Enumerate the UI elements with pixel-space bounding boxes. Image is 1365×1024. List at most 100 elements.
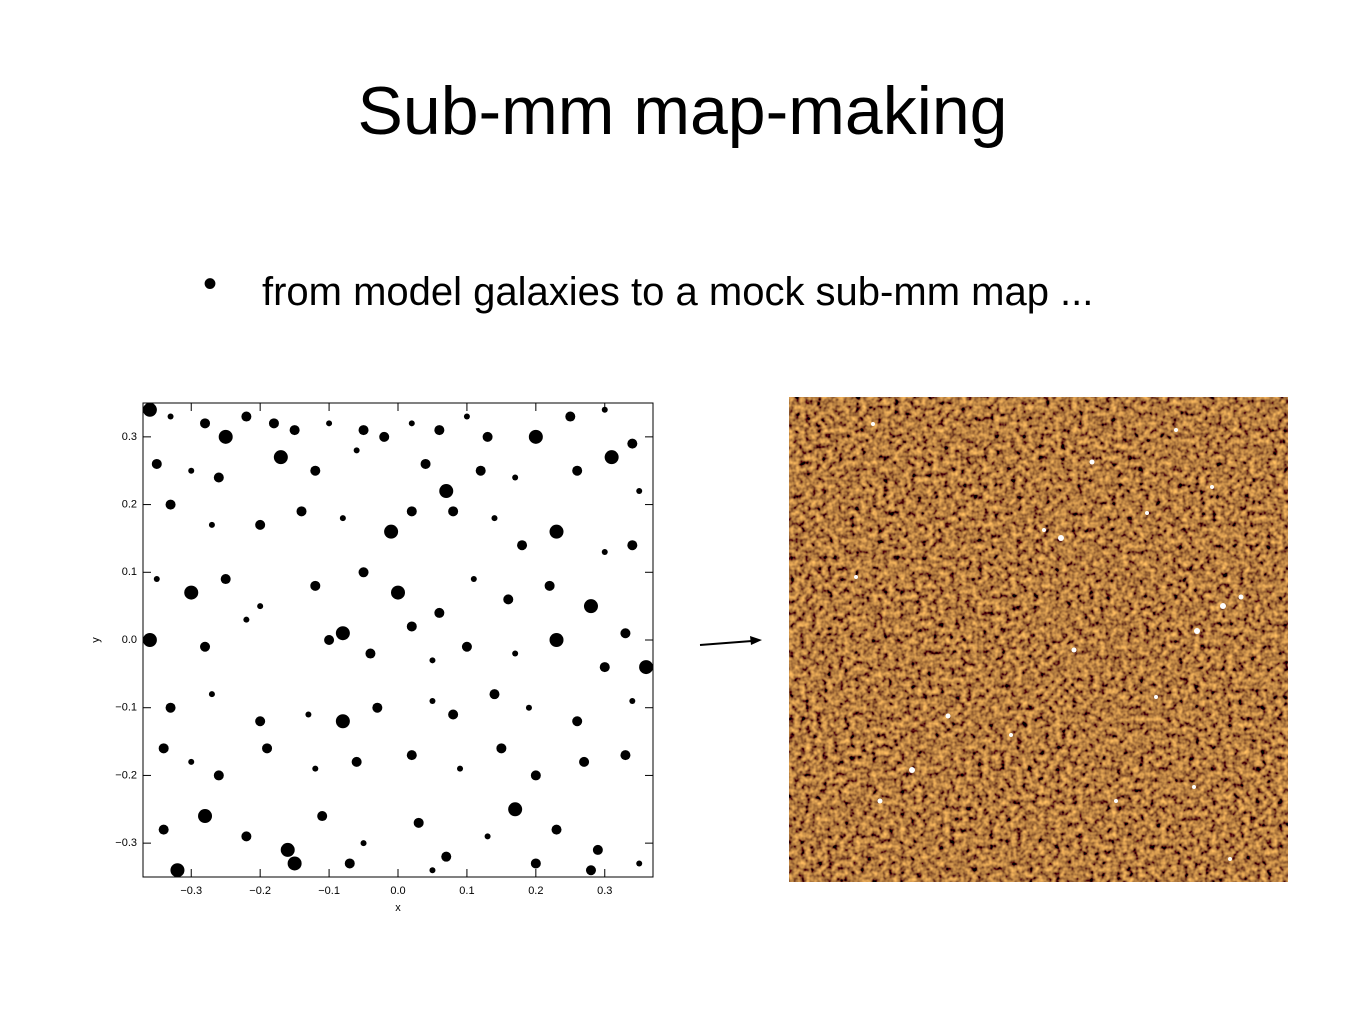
galaxy-point: [208, 691, 215, 698]
galaxy-point: [218, 429, 233, 444]
galaxy-point: [484, 833, 491, 840]
galaxy-point: [441, 851, 452, 862]
galaxy-point: [241, 411, 252, 422]
galaxy-point: [491, 515, 498, 522]
galaxy-point: [429, 657, 436, 664]
galaxy-point: [639, 660, 654, 675]
bullet-dot: •: [203, 262, 218, 306]
galaxy-point: [170, 863, 185, 878]
galaxy-point: [503, 594, 514, 605]
x-tick-label: −0.3: [180, 885, 202, 897]
galaxy-point: [620, 628, 631, 639]
galaxy-point: [142, 402, 157, 417]
galaxy-point: [391, 585, 405, 600]
galaxy-point: [470, 576, 477, 583]
galaxy-point: [627, 438, 638, 449]
galaxy-point: [358, 425, 369, 436]
y-tick-label: 0.0: [122, 634, 137, 646]
galaxy-point: [262, 743, 273, 754]
galaxy-point: [601, 406, 608, 413]
map-sources: [854, 422, 1244, 861]
galaxy-point: [620, 750, 631, 761]
galaxy-point: [475, 465, 486, 476]
galaxy-point: [289, 425, 300, 436]
galaxy-point: [200, 418, 211, 429]
galaxy-point: [434, 607, 445, 618]
galaxy-point: [528, 429, 543, 444]
galaxy-point: [599, 662, 610, 673]
galaxy-point: [188, 467, 195, 474]
galaxy-point: [489, 689, 500, 700]
x-tick-label: 0.1: [459, 885, 474, 897]
y-tick-label: 0.1: [122, 566, 137, 578]
galaxy-point: [326, 420, 333, 427]
y-tick-label: −0.1: [115, 702, 137, 714]
galaxy-point: [280, 842, 295, 857]
x-tick-label: −0.2: [249, 885, 271, 897]
galaxy-point: [158, 824, 169, 835]
galaxy-point: [406, 621, 417, 632]
x-axis-label: x: [395, 902, 401, 914]
galaxy-point: [439, 484, 454, 499]
galaxy-point: [353, 447, 360, 454]
galaxy-point: [184, 585, 199, 600]
galaxy-point: [420, 458, 431, 469]
galaxy-point: [601, 548, 608, 555]
galaxy-point: [200, 641, 211, 652]
galaxy-point: [335, 626, 350, 641]
galaxy-point: [629, 697, 636, 704]
x-tick-label: −0.1: [318, 885, 340, 897]
galaxy-point: [482, 431, 493, 442]
galaxy-point: [257, 603, 264, 610]
galaxy-point: [339, 515, 346, 522]
galaxy-point: [255, 519, 266, 530]
galaxy-point: [344, 858, 355, 869]
galaxy-point: [241, 831, 252, 842]
galaxy-point: [312, 765, 319, 772]
galaxy-point: [287, 856, 302, 871]
galaxy-point: [604, 450, 619, 465]
galaxy-point: [296, 506, 307, 517]
galaxy-point: [379, 431, 390, 442]
galaxy-point: [335, 714, 350, 729]
galaxy-point: [310, 580, 321, 591]
galaxy-point: [165, 499, 176, 510]
sub-mm-map: [789, 397, 1288, 882]
galaxy-point: [220, 574, 231, 585]
galaxy-point: [636, 488, 643, 495]
galaxy-point: [268, 418, 279, 429]
y-axis-label: y: [90, 637, 102, 643]
galaxy-point: [636, 860, 643, 867]
galaxy-point: [213, 472, 224, 483]
x-tick-label: 0.3: [597, 885, 612, 897]
galaxy-point: [530, 770, 541, 781]
galaxy-point: [463, 413, 470, 420]
bullet-text: from model galaxies to a mock sub-mm map…: [262, 270, 1094, 314]
galaxy-point: [572, 716, 583, 727]
y-tick-label: −0.2: [115, 769, 137, 781]
slide-title: Sub-mm map-making: [357, 73, 1008, 149]
galaxy-point: [188, 758, 195, 765]
galaxy-point: [305, 711, 312, 718]
galaxy-point: [551, 824, 562, 835]
galaxy-point: [413, 817, 424, 828]
galaxy-point: [165, 702, 176, 713]
galaxy-point: [457, 765, 464, 772]
galaxy-point: [544, 580, 555, 591]
galaxy-point: [351, 756, 362, 767]
galaxy-point: [324, 635, 335, 645]
galaxy-point: [448, 709, 459, 720]
galaxy-point: [448, 506, 459, 517]
galaxy-point: [151, 458, 162, 469]
galaxy-point: [198, 809, 213, 824]
galaxy-point: [627, 540, 638, 551]
galaxy-point: [517, 540, 528, 551]
galaxy-point: [572, 465, 583, 476]
arrow: [699, 640, 753, 646]
galaxy-point: [213, 770, 224, 781]
galaxy-point: [429, 867, 436, 874]
galaxy-point: [512, 650, 519, 657]
y-tick-label: 0.2: [122, 498, 137, 510]
galaxy-point: [142, 633, 157, 647]
